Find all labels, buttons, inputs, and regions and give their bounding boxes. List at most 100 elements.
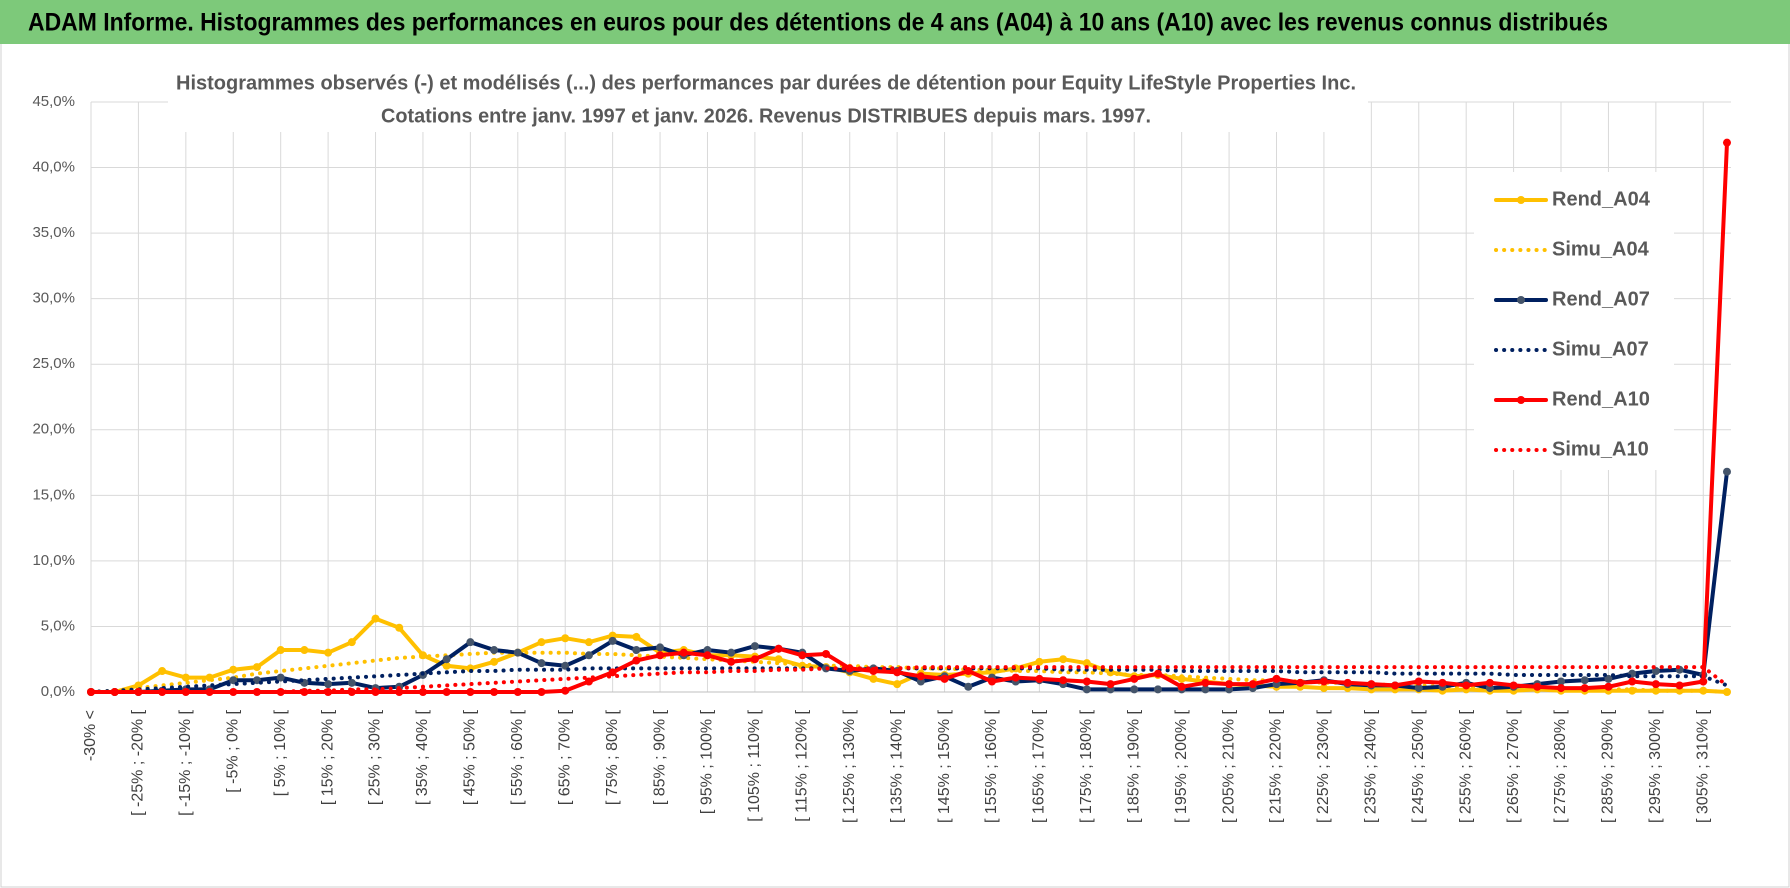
point [1225,680,1234,689]
point [632,646,641,655]
y-tick-label: 15,0% [32,486,75,503]
x-tick-label: [ 255% ; 260% [ [1457,709,1474,823]
x-tick-label: [ 105% ; 110% [ [746,709,763,821]
point [1533,682,1542,691]
y-tick-label: 0,0% [41,683,75,700]
point [1628,677,1637,686]
x-tick-label: [ 55% ; 60% [ [509,709,526,805]
point [442,661,451,670]
point [1106,680,1115,689]
x-tick-label: [ 245% ; 250% [ [1410,709,1427,823]
point [1201,678,1210,687]
point [158,667,167,676]
point [1414,677,1423,686]
point [1059,676,1068,685]
x-tick-label: [ 295% ; 300% [ [1647,709,1664,823]
point [442,688,451,696]
series-line [89,140,1729,694]
legend-label: Simu_A07 [1552,338,1649,360]
point [1438,678,1447,687]
point [1485,678,1494,687]
x-tick-label: [ 285% ; 290% [ [1600,709,1617,823]
point [750,655,759,664]
y-tick-label: 25,0% [32,355,75,372]
point [1651,680,1660,689]
point [987,677,996,686]
legend-label: Rend_A07 [1552,288,1650,310]
legend-label: Rend_A10 [1552,388,1650,410]
point [1414,684,1423,693]
point [252,688,261,696]
banner-title: ADAM Informe. Histogrammes des performan… [28,9,1608,37]
x-tick-label: [ 15% ; 20% [ [319,709,336,805]
point [371,614,380,623]
point [537,638,546,647]
point [229,665,238,674]
series-line [89,665,1729,694]
point [347,678,356,687]
point [608,636,617,645]
series-line [89,616,1729,694]
legend: Rend_A04 Simu_A04 Rend_A07 Simu_A07 Rend_A10… [1474,172,1674,470]
legend-marker [1517,296,1525,304]
x-tick-label: [ 75% ; 80% [ [604,709,621,805]
chart-subtitle: Cotations entre janv. 1997 et janv. 2026… [381,105,1151,127]
chart-title: Histogrammes observés (-) et modélisés (… [176,72,1356,94]
point [1462,681,1471,690]
point [822,649,831,658]
point [1035,674,1044,683]
point [1509,681,1518,690]
x-tick-label: [ 145% ; 150% [ [936,709,953,823]
point [893,668,902,677]
point [466,688,475,696]
point [656,643,665,652]
point [490,657,499,666]
point [584,677,593,686]
legend-marker [1517,396,1525,404]
point [1391,681,1400,690]
point [181,673,190,682]
point [1722,688,1731,696]
point [1319,677,1328,686]
point [1082,685,1091,694]
point [1082,677,1091,686]
x-tick-label: [ 115% ; 120% [ [794,709,811,821]
point [1248,680,1257,689]
x-tick-label: [ 5% ; 10% [ [272,709,289,796]
point [1153,669,1162,678]
point [798,651,807,660]
point [1722,138,1731,147]
point [750,642,759,651]
point [1580,684,1589,693]
point [1557,684,1566,693]
point [561,661,570,670]
point [418,688,427,696]
point [1557,677,1566,686]
point [1059,655,1068,664]
x-tick-label: [ 85% ; 90% [ [651,709,668,805]
point [395,623,404,632]
x-tick-label: [ 225% ; 230% [ [1315,709,1332,823]
point [1035,657,1044,666]
point [537,688,546,696]
point [1722,467,1731,476]
point [229,676,238,685]
point [1699,686,1708,695]
y-tick-label: 30,0% [32,290,75,307]
point [608,668,617,677]
banner [0,0,1790,44]
point [1343,678,1352,687]
legend-marker [1517,196,1525,204]
x-tick-label: [ 125% ; 130% [ [841,709,858,823]
point [1319,684,1328,693]
point [703,651,712,660]
point [632,632,641,641]
point [584,638,593,647]
point [300,646,309,655]
point [632,656,641,665]
point [1580,676,1589,685]
legend-label: Rend_A04 [1552,188,1651,210]
x-tick-label: [ 155% ; 160% [ [983,709,1000,823]
point [229,688,238,696]
